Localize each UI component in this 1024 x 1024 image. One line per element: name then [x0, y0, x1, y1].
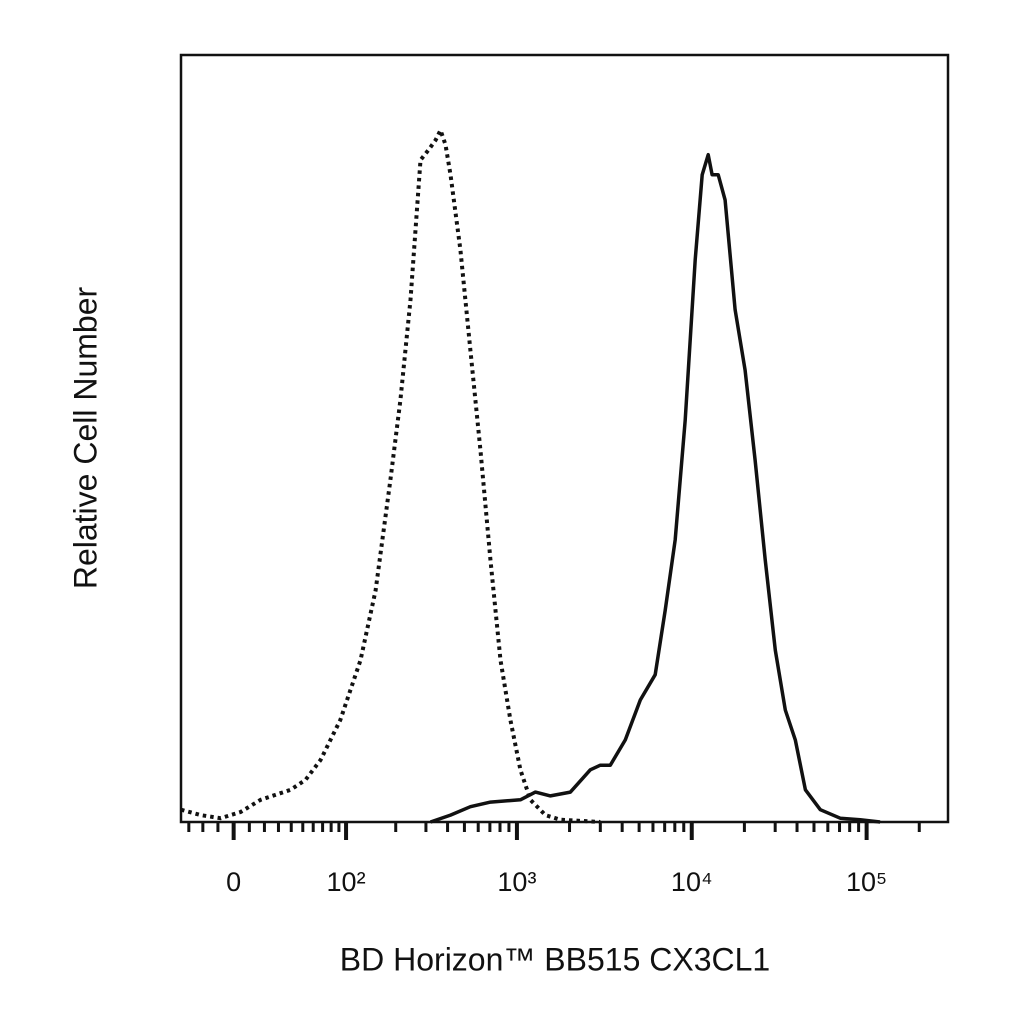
histogram-line — [180, 128, 601, 824]
plot-frame — [179, 53, 950, 824]
x-tick-label: 10³ — [497, 867, 536, 897]
x-tick-label: 10⁴ — [671, 867, 713, 897]
x-axis-label: BD Horizon™ BB515 CX3CL1 — [340, 941, 770, 977]
x-tick-label: 10⁵ — [846, 867, 887, 897]
x-tick-label: 10² — [327, 867, 366, 897]
histogram-line — [429, 152, 881, 824]
x-tick-label: 0 — [226, 867, 241, 897]
y-axis-label: Relative Cell Number — [67, 286, 103, 589]
